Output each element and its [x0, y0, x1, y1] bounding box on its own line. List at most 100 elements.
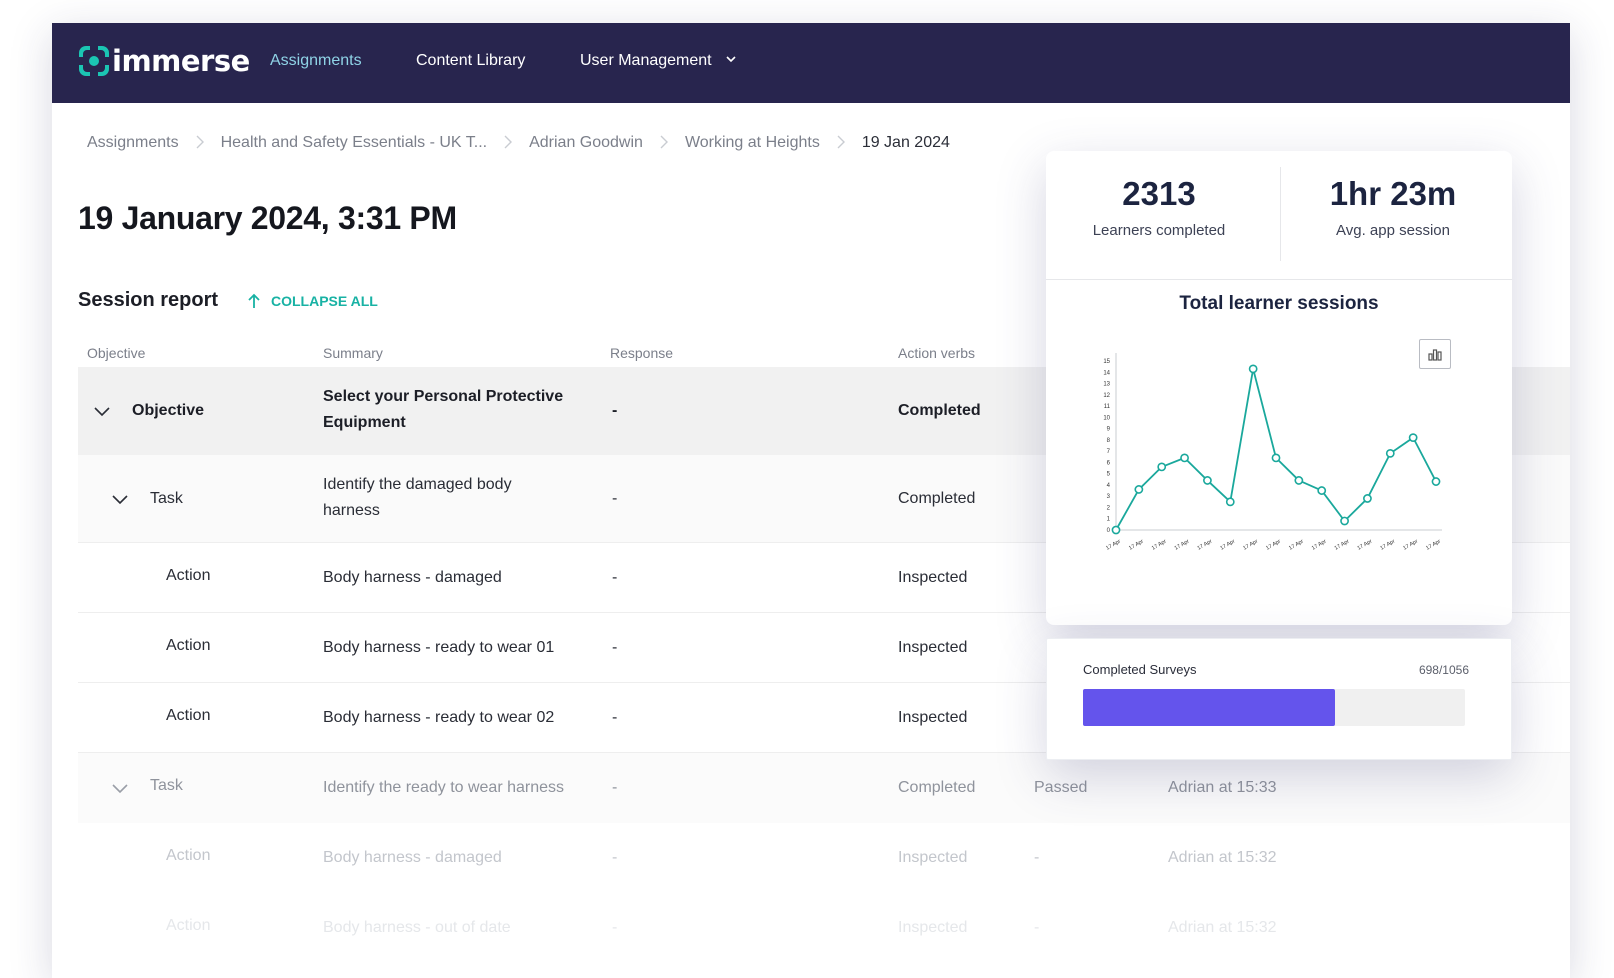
chart-data-point — [1294, 476, 1304, 485]
logo[interactable]: immerse — [79, 44, 250, 78]
row-summary: Select your Personal Protective Equipmen… — [323, 388, 564, 431]
chevron-down-icon[interactable] — [94, 407, 110, 417]
chart-y-tick-label: 8 — [1107, 438, 1111, 444]
chart-data-point — [1431, 477, 1441, 486]
row-summary: Body harness - ready to wear 02 — [323, 709, 555, 726]
avg-session-value: 1hr 23m — [1329, 175, 1457, 212]
bar-chart-icon — [1428, 349, 1442, 361]
column-header-objective[interactable]: Objective — [87, 345, 146, 361]
chart-y-tick-label: 0 — [1107, 528, 1111, 534]
collapse-all-button[interactable]: COLLAPSE ALL — [247, 293, 378, 309]
row-result: - — [1034, 849, 1040, 866]
column-header-summary[interactable]: Summary — [323, 345, 383, 361]
arrow-up-icon — [248, 293, 260, 308]
breadcrumb-learner[interactable]: Adrian Goodwin — [529, 134, 643, 151]
row-type: Objective — [132, 402, 205, 419]
table-row[interactable]: Action Body harness - damaged - Inspecte… — [78, 823, 1570, 893]
surveys-progress-track — [1083, 689, 1465, 726]
nav-user-management[interactable]: User Management — [580, 52, 736, 70]
row-type: Action — [166, 637, 211, 654]
chart-x-tick-label: 17 Apr — [1402, 538, 1419, 551]
chart-x-tick-label: 17 Apr — [1334, 538, 1351, 551]
chart-x-tick-label: 17 Apr — [1174, 538, 1191, 551]
chevron-down-icon[interactable] — [112, 784, 128, 794]
row-result: Passed — [1034, 779, 1088, 796]
row-summary: Identify the damaged body harness — [323, 476, 512, 519]
row-verb: Inspected — [898, 849, 968, 866]
chart-title: Total learner sessions — [1179, 293, 1379, 314]
row-response: - — [612, 709, 618, 726]
chart-y-tick-label: 3 — [1107, 494, 1111, 500]
chart-data-point — [1203, 476, 1212, 485]
chart-series-line — [1115, 367, 1437, 531]
nav-assignments[interactable]: Assignments — [270, 52, 362, 69]
row-type: Action — [166, 567, 211, 584]
chart-x-tick-label: 17 Apr — [1265, 538, 1282, 551]
breadcrumb-module[interactable]: Working at Heights — [684, 134, 820, 151]
nav-content-library[interactable]: Content Library — [416, 52, 526, 69]
row-summary: Body harness - out of date — [323, 919, 511, 936]
stats-divider — [1280, 167, 1281, 261]
chart-y-tick-label: 13 — [1103, 382, 1110, 388]
chart-x-tick-label: 17 Apr — [1379, 538, 1396, 551]
chart-data-point — [1271, 453, 1281, 463]
chart-y-tick-label: 2 — [1107, 505, 1111, 511]
row-response: - — [612, 569, 618, 586]
row-verb: Inspected — [898, 639, 968, 656]
page-title: 19 January 2024, 3:31 PM — [78, 200, 457, 236]
logo-text: immerse — [112, 44, 250, 78]
row-verb: Completed — [898, 779, 976, 796]
immerse-logo-icon — [79, 46, 109, 76]
chart-x-tick-label: 17 Apr — [1197, 538, 1214, 551]
row-type: Action — [166, 707, 211, 724]
row-verb: Inspected — [898, 709, 968, 726]
chart-y-tick-label: 6 — [1107, 460, 1111, 466]
chart-data-point — [1134, 485, 1144, 494]
row-verb: Completed — [898, 490, 976, 507]
table-row[interactable]: Action Body harness - ready to wear 01 -… — [78, 613, 1570, 683]
chart-data-point — [1248, 364, 1258, 374]
surveys-progress-fill — [1083, 689, 1336, 726]
breadcrumb-assignments[interactable]: Assignments — [87, 134, 179, 151]
table-row[interactable]: Action Body harness - damaged - Inspecte… — [78, 543, 1570, 613]
chart-x-tick-label: 17 Apr — [1311, 538, 1328, 551]
table-row[interactable]: Action Body harness - out of date - Insp… — [78, 893, 1570, 963]
chart-data-point — [1340, 516, 1349, 526]
chart-data-point — [1363, 494, 1372, 503]
row-response: - — [612, 402, 618, 419]
chart-data-point — [1180, 453, 1189, 463]
row-actor: Adrian at 15:32 — [1168, 919, 1277, 936]
chart-type-toggle-button[interactable] — [1419, 339, 1451, 369]
nav-user-management-label: User Management — [580, 52, 712, 69]
chart-data-point — [1225, 497, 1235, 507]
table-row[interactable]: Action Body harness - ready to wear 02 -… — [78, 683, 1570, 753]
row-type: Task — [150, 490, 183, 507]
chart-y-tick-label: 12 — [1103, 393, 1110, 399]
breadcrumb-course[interactable]: Health and Safety Essentials - UK T... — [220, 134, 488, 151]
chevron-right-icon — [660, 135, 668, 149]
learners-completed-value: 2313 — [1122, 175, 1196, 212]
chart-y-tick-label: 4 — [1107, 483, 1111, 489]
column-header-response[interactable]: Response — [610, 345, 674, 361]
chevron-right-icon — [504, 135, 513, 149]
row-type: Action — [166, 917, 211, 934]
breadcrumb: Assignments Health and Safety Essentials… — [87, 134, 950, 152]
row-response: - — [612, 639, 618, 656]
chart-data-point — [1385, 448, 1395, 458]
chart-x-tick-label: 17 Apr — [1219, 538, 1236, 551]
row-result: - — [1034, 919, 1040, 936]
table-row[interactable]: Task Identify the ready to wear harness … — [78, 753, 1570, 823]
row-summary: Body harness - damaged — [323, 849, 502, 866]
chart-y-tick-label: 7 — [1107, 449, 1111, 455]
column-header-action-verbs[interactable]: Action verbs — [898, 345, 976, 361]
row-response: - — [612, 849, 618, 866]
chart-data-point — [1408, 433, 1418, 443]
row-verb: Inspected — [898, 919, 968, 936]
row-actor: Adrian at 15:33 — [1168, 779, 1277, 796]
row-summary: Identify the ready to wear harness — [323, 779, 565, 796]
row-type: Task — [150, 777, 183, 794]
row-verb: Completed — [898, 402, 981, 419]
completed-surveys-label: Completed Surveys — [1083, 662, 1197, 677]
chart-x-tick-label: 17 Apr — [1242, 538, 1259, 551]
chevron-down-icon[interactable] — [112, 495, 128, 505]
